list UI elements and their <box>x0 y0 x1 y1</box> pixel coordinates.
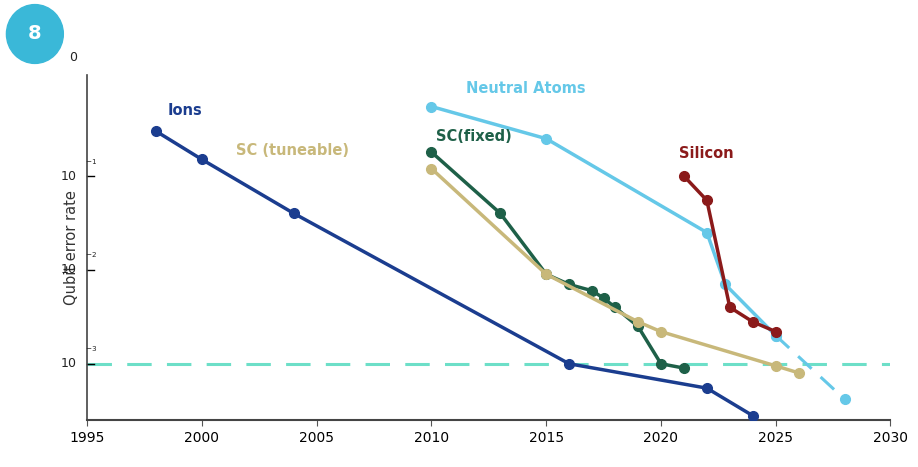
Text: $10$: $10$ <box>61 170 78 183</box>
Text: $^{-2}$: $^{-2}$ <box>84 253 96 262</box>
Text: Silicon: Silicon <box>679 146 734 161</box>
Text: The frequency and magnitude breakthroughs is accelerating: The frequency and magnitude breakthrough… <box>72 24 715 43</box>
Text: Ions: Ions <box>167 103 202 118</box>
Y-axis label: Qubit error rate: Qubit error rate <box>63 190 79 305</box>
Text: $10$: $10$ <box>61 263 78 276</box>
Text: $^{-3}$: $^{-3}$ <box>84 347 97 356</box>
Text: SC (tuneable): SC (tuneable) <box>236 143 350 158</box>
Text: 8: 8 <box>28 24 41 43</box>
Text: 0: 0 <box>70 51 78 64</box>
Text: Neutral Atoms: Neutral Atoms <box>465 80 586 96</box>
Text: $^{-1}$: $^{-1}$ <box>84 159 97 169</box>
Text: $10$: $10$ <box>61 357 78 370</box>
Text: SC(fixed): SC(fixed) <box>436 129 512 144</box>
Ellipse shape <box>6 5 63 64</box>
